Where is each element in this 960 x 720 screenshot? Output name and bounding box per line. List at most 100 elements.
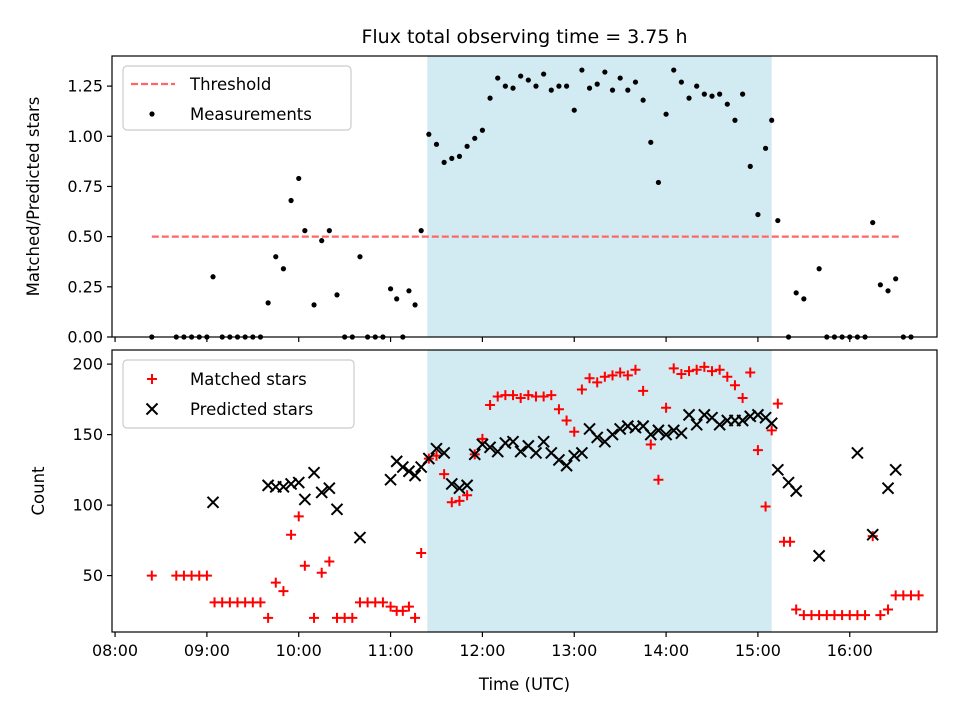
matched-star-point [760, 501, 771, 512]
bottom-axes-frame [111, 349, 938, 633]
matched-star-point [439, 469, 450, 480]
measurement-point [210, 274, 216, 280]
measurement-point [775, 217, 781, 224]
x-tick-label: 13:00 [551, 641, 597, 660]
matched-star-point [508, 390, 519, 401]
matched-star-point [729, 380, 740, 391]
matched-star-point [661, 402, 672, 413]
matched-star-point [707, 366, 717, 377]
legend-x-marker [145, 402, 159, 416]
x-axis-label: Time (UTC) [478, 675, 570, 694]
matched-star-point [146, 570, 157, 581]
measurement-point [556, 83, 562, 89]
measurement-point [456, 153, 463, 159]
matched-star-point [492, 391, 503, 402]
y-tick-label: 0.25 [67, 277, 103, 296]
top-legend: Threshold Measurements [122, 65, 352, 131]
predicted-star-point [315, 486, 328, 499]
predicted-star-point [751, 408, 765, 422]
matched-star-point [431, 450, 442, 461]
bottom-legend-box [122, 359, 355, 429]
measurement-point [648, 139, 654, 145]
matched-star-point [299, 560, 310, 571]
matched-star-point [752, 445, 763, 456]
predicted-star-point [323, 481, 336, 495]
matched-star-point [553, 404, 564, 415]
top-panel: Flux total observing time = 3.75 h 0.00 0… [24, 26, 938, 347]
measurement-point [617, 75, 623, 81]
legend-predicted-swatch [145, 402, 159, 416]
predicted-star-point [353, 531, 367, 544]
measurement-point [525, 77, 531, 83]
matched-star-point [860, 610, 871, 621]
measurement-point [533, 83, 539, 89]
predicted-star-point [765, 417, 778, 430]
measurement-point [709, 93, 715, 99]
y-tick-label: 0.75 [67, 177, 103, 196]
predicted-star-point [560, 459, 573, 472]
matched-star-point [883, 604, 894, 615]
matched-star-point [416, 548, 427, 559]
measurement-point [280, 266, 287, 272]
measurement-point [602, 69, 608, 75]
measurement-point [877, 282, 883, 288]
predicted-star-point [206, 496, 220, 509]
matched-star-point [397, 605, 408, 616]
predicted-star-point [789, 484, 803, 498]
matched-star-point [607, 370, 618, 381]
measurement-point [265, 300, 271, 306]
predicted-star-point [771, 463, 785, 477]
predicted-star-point [690, 418, 703, 431]
top-axes-frame [111, 55, 938, 338]
y-tick-label: 100 [72, 496, 103, 515]
predicted-star-point [529, 446, 543, 460]
matched-star-point [599, 371, 610, 382]
measurement-point [487, 95, 493, 101]
legend-plus-marker [147, 374, 157, 384]
measurement-point [885, 288, 891, 294]
matched-star-point [309, 612, 320, 623]
matched-star-point [201, 570, 212, 581]
predicted-star-point [330, 503, 344, 516]
legend-threshold-label: Threshold [189, 75, 271, 94]
predicted-star-point [881, 481, 895, 495]
matched-star-point [684, 366, 695, 377]
y-tick-label: 1.00 [67, 127, 103, 146]
measurement-point [632, 79, 639, 85]
predicted-star-point [408, 469, 422, 482]
matched-star-point [622, 370, 633, 381]
predicted-star-point [675, 426, 688, 440]
measurement-point [387, 286, 394, 292]
matched-star-point [592, 377, 603, 388]
measurement-point [870, 219, 876, 226]
matched-star-point [630, 364, 641, 375]
measurement-point [694, 83, 700, 89]
matched-star-point [569, 426, 580, 437]
matched-star-point [615, 367, 626, 378]
bottom-panel: 50 100 150 200 08:00 09:00 10:00 11:00 12:00 13:… [29, 349, 938, 694]
matched-star-point [875, 610, 886, 621]
measurement-point [510, 85, 516, 91]
predicted-star-point [277, 480, 290, 493]
predicted-star-point [568, 449, 581, 462]
predicted-star-point [713, 418, 726, 431]
measurement-point [893, 276, 899, 282]
predicted-star-point [537, 435, 550, 448]
matched-star-point [913, 590, 924, 601]
measurement-point [412, 302, 418, 308]
matched-star-point [515, 392, 526, 403]
measurement-point [732, 117, 738, 123]
matched-star-point [538, 391, 549, 402]
measurement-point [816, 266, 822, 272]
matched-star-point [462, 490, 473, 501]
bottom-legend: Matched stars Predicted stars [122, 359, 355, 429]
predicted-star-point [812, 549, 826, 563]
top-legend-box [122, 65, 352, 131]
matched-star-point [576, 384, 587, 395]
predicted-star-point [506, 435, 520, 448]
measurement-point [311, 302, 317, 308]
measurement-point [625, 87, 631, 93]
predicted-star-point [575, 446, 589, 460]
legend-predicted-label: Predicted stars [190, 400, 313, 419]
measurement-point [326, 228, 332, 234]
